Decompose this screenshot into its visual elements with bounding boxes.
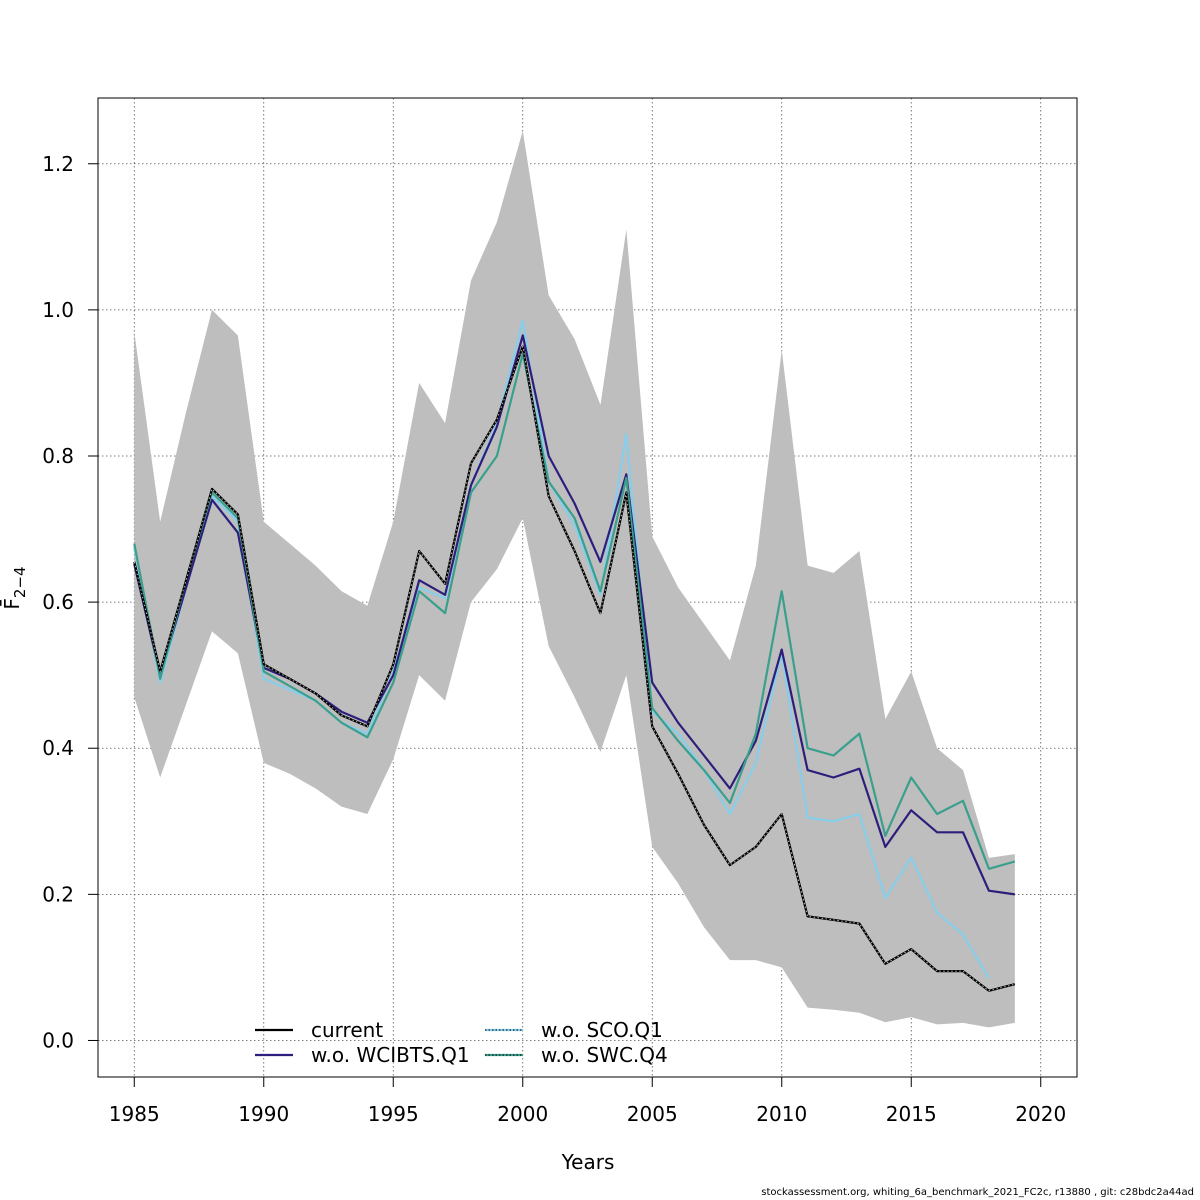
y-tick-label-3: 0.6 xyxy=(42,590,74,614)
y-axis: 0.0 0.2 0.4 0.6 0.8 1.0 1.2 xyxy=(42,152,99,1052)
x-tick-label-1990: 1990 xyxy=(238,1102,289,1126)
y-axis-title-main: F̄ xyxy=(0,598,24,610)
legend-label-w-o-wcibts-q1: w.o. WCIBTS.Q1 xyxy=(311,1043,470,1067)
legend-item-current: current xyxy=(255,1018,383,1042)
x-tick-label-1995: 1995 xyxy=(368,1102,419,1126)
series-line-w-o-sco-q1 xyxy=(133,319,990,979)
confidence-band-group xyxy=(134,130,1015,1028)
y-tick-label-4: 0.8 xyxy=(42,444,74,468)
x-tick-label-2000: 2000 xyxy=(497,1102,548,1126)
legend-label-w-o-swc-q4: w.o. SWC.Q4 xyxy=(541,1043,668,1067)
series-line-current xyxy=(133,345,1016,992)
confidence-band xyxy=(134,130,1015,1028)
footer-credit: stockassessment.org, whiting_6a_benchmar… xyxy=(761,1187,1194,1198)
legend-label-current: current xyxy=(311,1018,383,1042)
series-line-w-o-swc-q4 xyxy=(133,352,1016,870)
y-tick-label-6: 1.2 xyxy=(42,152,74,176)
legend-item-w-o-sco-q1: w.o. SCO.Q1 xyxy=(485,1018,663,1042)
series-group xyxy=(133,319,1016,992)
y-tick-label-5: 1.0 xyxy=(42,298,74,322)
legend-item-w-o-wcibts-q1: w.o. WCIBTS.Q1 xyxy=(255,1043,470,1067)
y-axis-title: F̄2−4 xyxy=(0,566,29,609)
x-axis-title: Years xyxy=(561,1150,615,1174)
y-axis-title-subscript: 2−4 xyxy=(11,566,29,598)
x-tick-label-2015: 2015 xyxy=(886,1102,937,1126)
x-tick-label-2005: 2005 xyxy=(627,1102,678,1126)
y-tick-label-2: 0.4 xyxy=(42,736,74,760)
x-tick-label-2020: 2020 xyxy=(1015,1102,1066,1126)
y-tick-label-0: 0.0 xyxy=(42,1028,74,1052)
legend-label-w-o-sco-q1: w.o. SCO.Q1 xyxy=(541,1018,663,1042)
x-axis: 1985 1990 1995 2000 2005 2010 2015 2020 xyxy=(109,1076,1066,1126)
y-tick-label-1: 0.2 xyxy=(42,882,74,906)
legend-item-w-o-swc-q4: w.o. SWC.Q4 xyxy=(485,1043,668,1067)
y-axis-title-text: F̄2−4 xyxy=(0,566,29,609)
x-tick-label-2010: 2010 xyxy=(756,1102,807,1126)
x-tick-label-1985: 1985 xyxy=(109,1102,160,1126)
